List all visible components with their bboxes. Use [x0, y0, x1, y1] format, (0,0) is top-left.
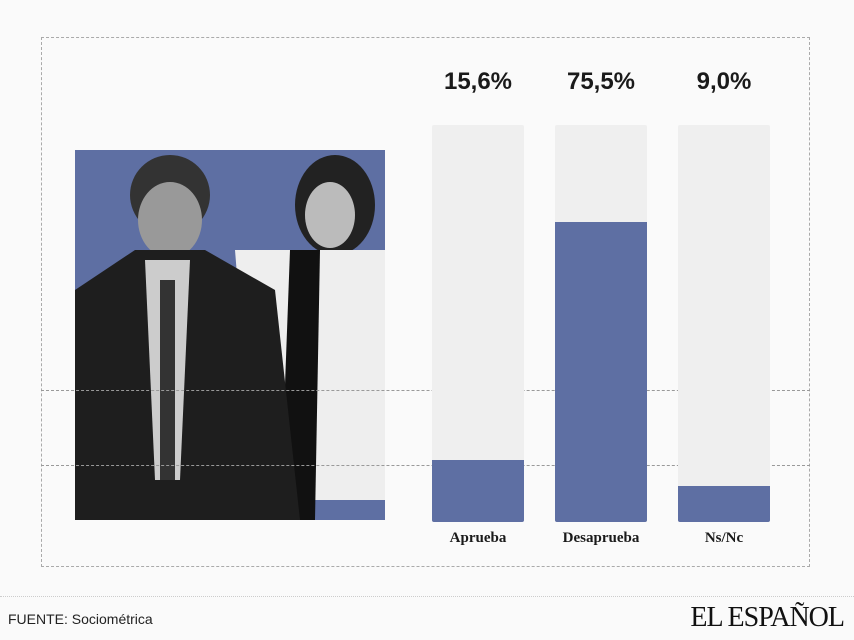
brand-logo: EL ESPAÑOL: [690, 602, 845, 633]
dashed-line: [41, 465, 810, 466]
footer-divider: [0, 596, 854, 597]
data-label: 9,0%: [696, 68, 752, 95]
bar-aprueba: [432, 460, 524, 522]
bar-track: [555, 125, 647, 522]
dashed-line: [41, 390, 810, 391]
chart-frame: [41, 37, 810, 567]
bar-track: [432, 125, 524, 522]
bar-nsnc: [678, 486, 770, 522]
people-photo: [75, 155, 410, 520]
bar-desaprueba: [555, 222, 647, 522]
photo-figures: [75, 150, 410, 520]
category-label: Aprueba: [449, 530, 507, 546]
data-label: 15,6%: [443, 68, 513, 95]
category-label: Ns/Nc: [704, 530, 744, 546]
data-label: 75,5%: [566, 68, 636, 95]
category-label: Desaprueba: [562, 530, 640, 546]
bar-track: [678, 125, 770, 522]
source-note: FUENTE: Sociométrica: [8, 611, 153, 627]
